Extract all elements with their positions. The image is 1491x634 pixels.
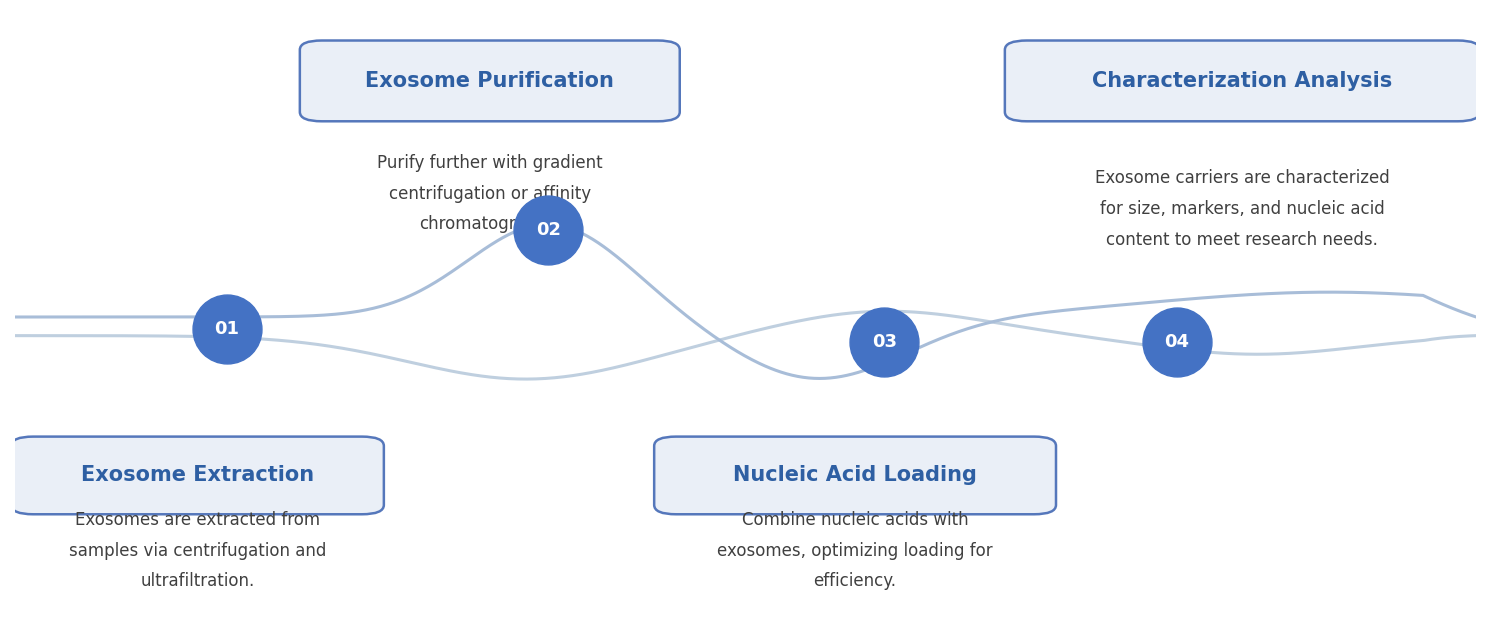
Text: Exosome carriers are characterized
for size, markers, and nucleic acid
content t: Exosome carriers are characterized for s… [1094,169,1390,249]
Text: Combine nucleic acids with
exosomes, optimizing loading for
efficiency.: Combine nucleic acids with exosomes, opt… [717,511,993,590]
Text: Purify further with gradient
centrifugation or affinity
chromatography.: Purify further with gradient centrifugat… [377,154,602,233]
FancyBboxPatch shape [12,437,383,514]
Text: Exosome Purification: Exosome Purification [365,71,614,91]
FancyBboxPatch shape [300,41,680,121]
Text: 04: 04 [1164,333,1188,351]
Text: Exosomes are extracted from
samples via centrifugation and
ultrafiltration.: Exosomes are extracted from samples via … [69,511,327,590]
FancyBboxPatch shape [655,437,1056,514]
Text: 01: 01 [215,320,239,339]
Text: 03: 03 [872,333,896,351]
Text: Nucleic Acid Loading: Nucleic Acid Loading [734,465,977,486]
Point [872,337,896,347]
FancyBboxPatch shape [1005,41,1479,121]
Text: Exosome Extraction: Exosome Extraction [81,465,315,486]
Point [537,225,561,235]
Point [215,325,239,335]
Text: Characterization Analysis: Characterization Analysis [1093,71,1393,91]
Text: 02: 02 [535,221,561,239]
Point [1164,337,1188,347]
